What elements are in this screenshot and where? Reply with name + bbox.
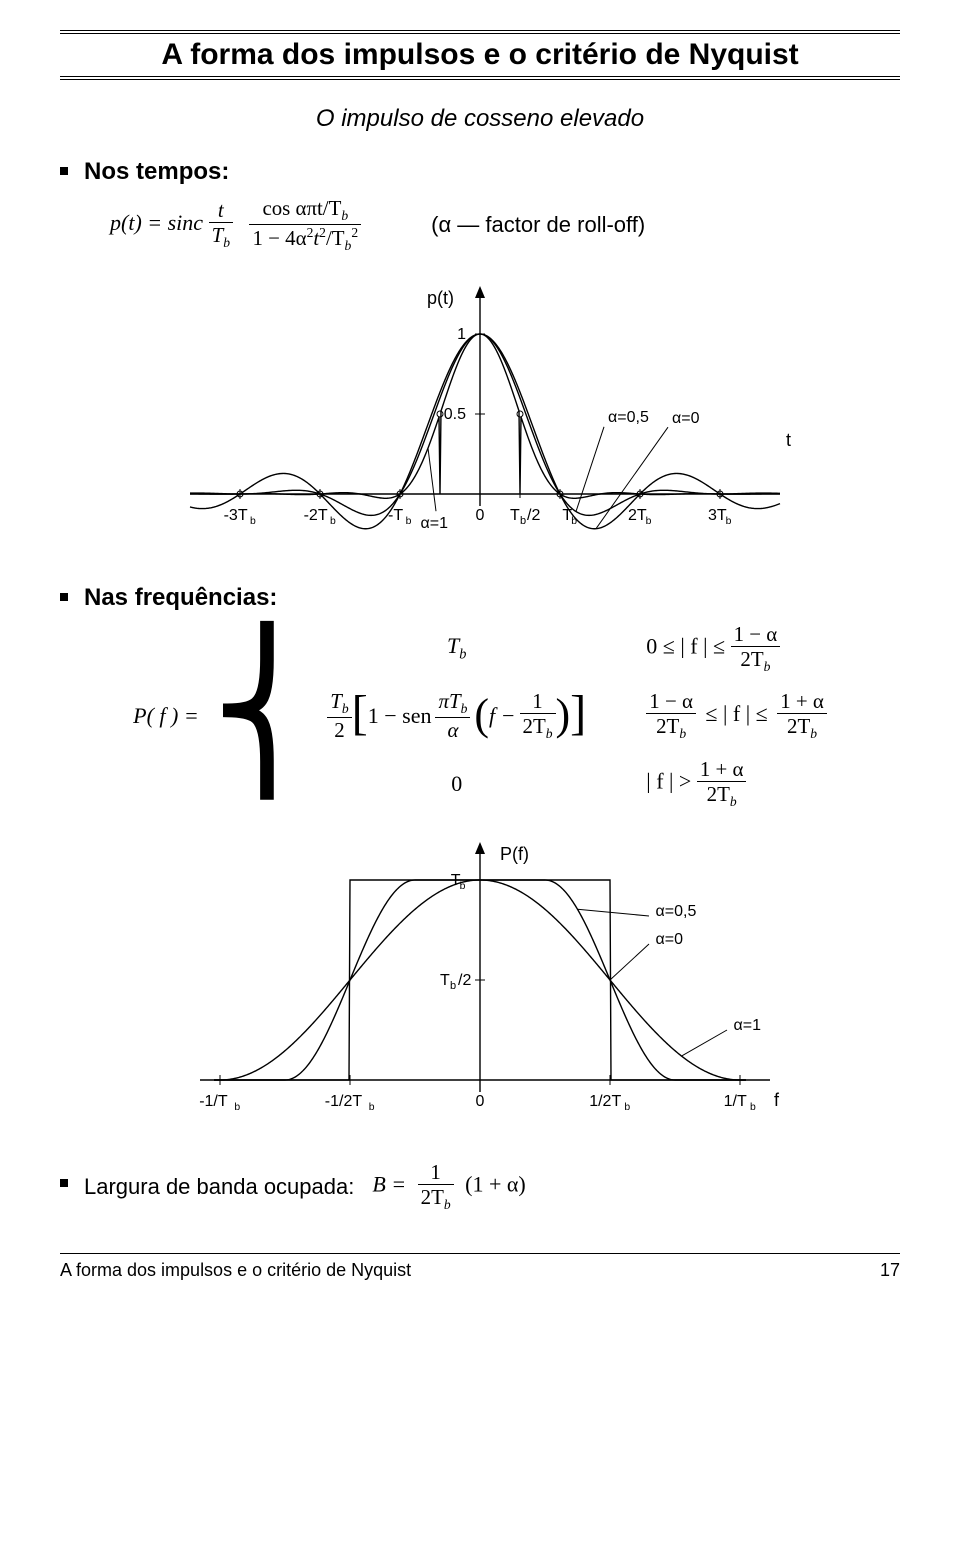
- rolloff-note: (α — factor de roll-off): [431, 212, 645, 238]
- title-container: A forma dos impulsos e o critério de Nyq…: [60, 30, 900, 80]
- chart-pf-wrap: P(f)TbTb/2-1/Tb-1/2Tb01/2Tb1/Tbfα=0,5α=0…: [60, 830, 900, 1130]
- svg-text:0: 0: [476, 507, 485, 524]
- svg-text:b: b: [750, 1102, 756, 1113]
- svg-text:b: b: [250, 516, 256, 527]
- bullet-time-label: Nos tempos:: [84, 158, 229, 186]
- svg-text:α=0: α=0: [672, 410, 700, 427]
- chart-pt: p(t)10.5-3Tb-2Tb-Tb0Tb/2Tb2Tb3Tbα=0α=0,5…: [160, 274, 800, 554]
- svg-text:3T: 3T: [708, 507, 727, 524]
- formula-time-expr: p(t) = sinc t Tb cos απt/Tb 1 − 4α2t2/Tb…: [110, 196, 361, 254]
- bullet-icon: [60, 167, 68, 175]
- svg-text:α=0,5: α=0,5: [608, 409, 649, 426]
- footer-page-number: 17: [880, 1260, 900, 1281]
- svg-text:-3T: -3T: [224, 507, 248, 524]
- svg-text:b: b: [646, 516, 652, 527]
- subtitle: O impulso de cosseno elevado: [60, 105, 900, 133]
- svg-text:α=1: α=1: [421, 515, 449, 532]
- bullet-freq-label: Nas frequências:: [84, 584, 277, 612]
- svg-text:α=0,5: α=0,5: [656, 903, 697, 920]
- svg-text:/2: /2: [458, 972, 471, 989]
- svg-text:b: b: [406, 516, 412, 527]
- svg-text:b: b: [450, 980, 456, 992]
- svg-text:/2: /2: [527, 507, 540, 524]
- bandwidth-formula: B = 1 2Tb (1 + α): [372, 1160, 525, 1213]
- svg-text:b: b: [234, 1102, 240, 1113]
- page-title: A forma dos impulsos e o critério de Nyq…: [60, 38, 900, 72]
- svg-text:0: 0: [476, 1093, 485, 1110]
- svg-text:b: b: [624, 1102, 630, 1113]
- footer-left: A forma dos impulsos e o critério de Nyq…: [60, 1260, 411, 1281]
- formula-time: p(t) = sinc t Tb cos απt/Tb 1 − 4α2t2/Tb…: [110, 196, 900, 254]
- svg-text:2T: 2T: [628, 507, 647, 524]
- bandwidth-label: Largura de banda ocupada:: [84, 1174, 354, 1200]
- svg-text:1: 1: [457, 326, 466, 343]
- svg-text:b: b: [520, 515, 526, 527]
- svg-text:α=1: α=1: [734, 1017, 762, 1034]
- svg-text:α=0: α=0: [656, 931, 684, 948]
- left-brace: ⎨: [211, 667, 324, 757]
- svg-text:b: b: [726, 516, 732, 527]
- svg-text:P(f): P(f): [500, 844, 529, 864]
- svg-text:b: b: [571, 516, 577, 527]
- svg-text:p(t): p(t): [427, 288, 454, 308]
- svg-text:T: T: [440, 972, 450, 989]
- svg-text:-1/2T: -1/2T: [325, 1093, 363, 1110]
- bullet-time: Nos tempos:: [60, 158, 900, 186]
- formula-freq: P( f ) = ⎨ Tb 0 ≤ | f | ≤ 1 − α 2Tb Tb 2…: [60, 622, 900, 811]
- chart-pt-wrap: p(t)10.5-3Tb-2Tb-Tb0Tb/2Tb2Tb3Tbα=0α=0,5…: [60, 274, 900, 554]
- svg-text:-2T: -2T: [304, 507, 328, 524]
- bullet-icon: [60, 593, 68, 601]
- svg-text:b: b: [460, 881, 466, 892]
- svg-text:-T: -T: [388, 507, 403, 524]
- svg-text:f: f: [774, 1090, 780, 1110]
- footer: A forma dos impulsos e o critério de Nyq…: [60, 1253, 900, 1281]
- svg-text:b: b: [330, 516, 336, 527]
- chart-pf: P(f)TbTb/2-1/Tb-1/2Tb01/2Tb1/Tbfα=0,5α=0…: [160, 830, 800, 1130]
- svg-text:1/2T: 1/2T: [589, 1093, 621, 1110]
- svg-text:b: b: [369, 1102, 375, 1113]
- svg-text:-1/T: -1/T: [199, 1093, 228, 1110]
- page: A forma dos impulsos e o critério de Nyq…: [0, 0, 960, 1301]
- bandwidth-row: Largura de banda ocupada: B = 1 2Tb (1 +…: [60, 1160, 900, 1213]
- bullet-freq: Nas frequências:: [60, 584, 900, 612]
- svg-text:1/T: 1/T: [724, 1093, 747, 1110]
- svg-text:t: t: [786, 430, 791, 450]
- svg-text:T: T: [510, 507, 520, 524]
- svg-text:0.5: 0.5: [444, 406, 466, 423]
- bullet-icon: [60, 1179, 68, 1187]
